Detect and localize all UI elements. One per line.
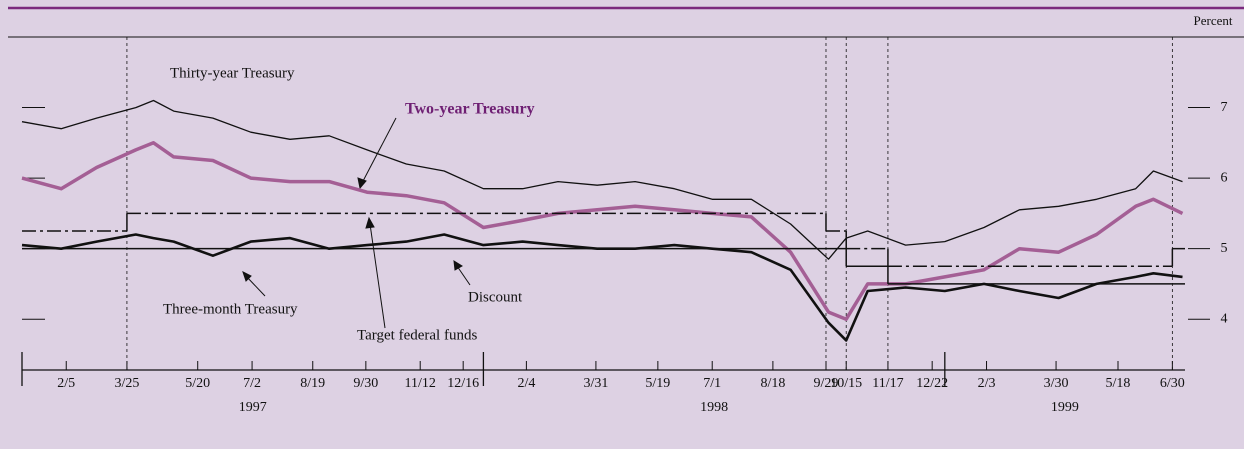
x-tick-label: 5/20	[185, 376, 210, 391]
y-tick-label: 7	[1221, 100, 1228, 115]
x-tick-label: 3/25	[114, 376, 139, 391]
series-line	[21, 141, 1184, 321]
x-tick-label: 7/2	[243, 376, 261, 391]
series-label: Target federal funds	[357, 327, 477, 343]
x-tick-label: 11/17	[872, 376, 903, 391]
x-tick-label: 12/22	[916, 376, 948, 391]
x-tick-label: 5/19	[645, 376, 670, 391]
x-tick-label: 11/12	[405, 376, 436, 391]
year-label: 1999	[1051, 400, 1079, 415]
x-tick-label: 5/18	[1106, 376, 1131, 391]
y-tick-label: 6	[1221, 170, 1228, 185]
arrowhead	[242, 271, 252, 282]
x-tick-label: 10/15	[830, 376, 862, 391]
x-tick-label: 2/5	[57, 376, 75, 391]
x-tick-label: 3/31	[583, 376, 608, 391]
x-tick-label: 8/18	[760, 376, 785, 391]
x-tick-label: 9/30	[353, 376, 378, 391]
series-label: Three-month Treasury	[163, 301, 298, 317]
series-label: Two-year Treasury	[405, 101, 535, 118]
x-tick-label: 7/1	[703, 376, 721, 391]
x-tick-label: 3/30	[1044, 376, 1069, 391]
year-label: 1997	[239, 400, 267, 415]
year-label: 1998	[700, 400, 728, 415]
x-tick-label: 6/30	[1160, 376, 1185, 391]
arrowhead	[365, 216, 375, 229]
y-axis-label: Percent	[1194, 13, 1233, 28]
x-tick-label: 12/16	[447, 376, 479, 391]
x-tick-label: 9/29	[814, 376, 839, 391]
arrow	[245, 275, 266, 297]
x-tick-label: 2/4	[517, 376, 535, 391]
arrowhead	[357, 177, 367, 190]
series-label: Discount	[468, 289, 523, 305]
arrowhead	[453, 260, 463, 271]
arrow	[456, 265, 471, 286]
x-tick-label: 2/3	[978, 376, 996, 391]
series-line	[21, 99, 1183, 260]
arrow	[369, 223, 386, 329]
y-tick-label: 5	[1221, 241, 1228, 256]
x-tick-label: 8/19	[300, 376, 325, 391]
y-tick-label: 4	[1221, 311, 1228, 326]
arrow	[361, 117, 397, 184]
series-label: Thirty-year Treasury	[170, 65, 295, 81]
arrows	[242, 117, 471, 329]
